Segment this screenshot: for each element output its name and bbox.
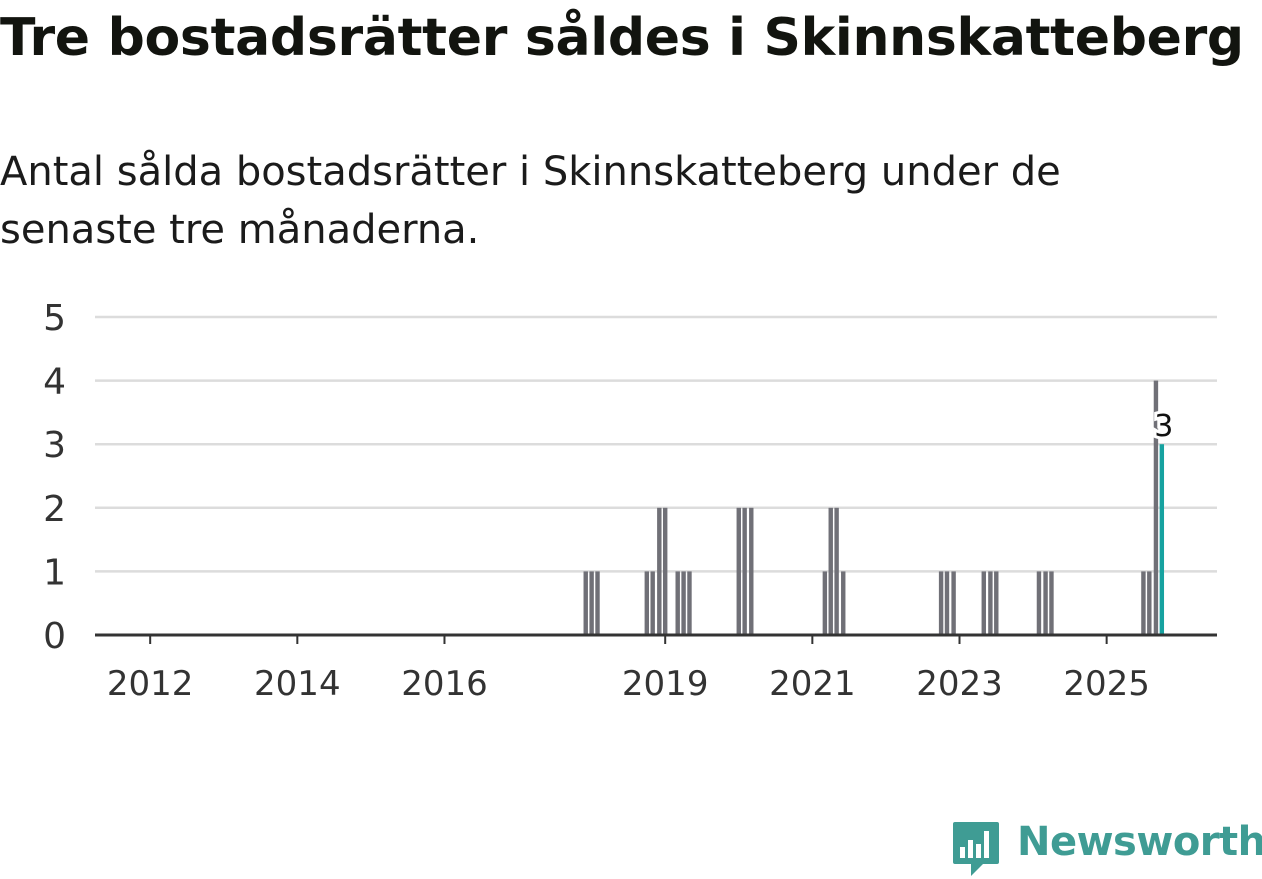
newsworthy-logo: Newsworthy bbox=[951, 817, 1262, 879]
bar bbox=[583, 571, 588, 635]
bar bbox=[589, 571, 594, 635]
bar bbox=[595, 571, 600, 635]
bar bbox=[1036, 571, 1042, 635]
bar bbox=[951, 571, 956, 635]
x-tick-label: 2014 bbox=[254, 664, 341, 704]
bar bbox=[822, 571, 828, 635]
bar bbox=[650, 571, 655, 635]
x-tick-label: 2021 bbox=[769, 664, 856, 704]
bar bbox=[944, 571, 950, 635]
bar bbox=[675, 571, 680, 635]
y-axis: 0 1 2 3 4 5 bbox=[43, 298, 66, 657]
bar bbox=[841, 571, 846, 635]
x-axis: 2012 2014 2016 2019 2021 2023 2025 bbox=[95, 633, 1217, 704]
bar bbox=[994, 571, 999, 635]
y-tick-label: 3 bbox=[43, 425, 66, 466]
y-tick-label: 0 bbox=[43, 616, 66, 657]
y-tick-label: 2 bbox=[43, 489, 66, 530]
bar bbox=[644, 571, 650, 635]
y-tick-label: 4 bbox=[43, 362, 66, 403]
bar bbox=[749, 507, 754, 635]
chart-subtitle: Antal sålda bostadsrätter i Skinnskatteb… bbox=[0, 149, 1061, 253]
x-tick-label: 2016 bbox=[401, 664, 488, 704]
chart-title: Tre bostadsrätter såldes i Skinnskattebe… bbox=[0, 8, 1244, 68]
brand-name: Newsworthy bbox=[1017, 819, 1262, 865]
bar bbox=[938, 571, 944, 635]
y-tick-label: 1 bbox=[43, 552, 66, 593]
bar bbox=[1153, 380, 1159, 635]
bar bbox=[988, 571, 993, 635]
bar bbox=[1147, 571, 1152, 635]
bar-value-label: 3 bbox=[1154, 409, 1173, 444]
bar bbox=[828, 507, 833, 635]
data-labels: 3 bbox=[1151, 406, 1176, 447]
bars bbox=[583, 380, 1165, 635]
y-tick-label: 5 bbox=[43, 298, 66, 339]
bar bbox=[1043, 571, 1048, 635]
newsworthy-icon bbox=[953, 822, 999, 876]
x-tick-label: 2019 bbox=[622, 664, 709, 704]
bar bbox=[662, 507, 668, 635]
gridlines bbox=[95, 315, 1217, 573]
bar-highlight bbox=[1159, 444, 1165, 635]
x-tick-label: 2012 bbox=[107, 664, 194, 704]
bar bbox=[1141, 571, 1146, 635]
x-tick-label: 2025 bbox=[1063, 664, 1150, 704]
bar bbox=[1049, 571, 1054, 635]
bar bbox=[834, 507, 839, 635]
bar bbox=[981, 571, 986, 635]
bar-chart: 0 1 2 3 4 5 2012 2014 2016 2019 2021 2023 2025 3 bbox=[43, 298, 1217, 704]
bar bbox=[681, 571, 686, 635]
bar bbox=[742, 507, 747, 635]
bar bbox=[657, 507, 662, 635]
bar bbox=[736, 507, 741, 635]
x-tick-label: 2023 bbox=[916, 664, 1003, 704]
bar bbox=[687, 571, 692, 635]
